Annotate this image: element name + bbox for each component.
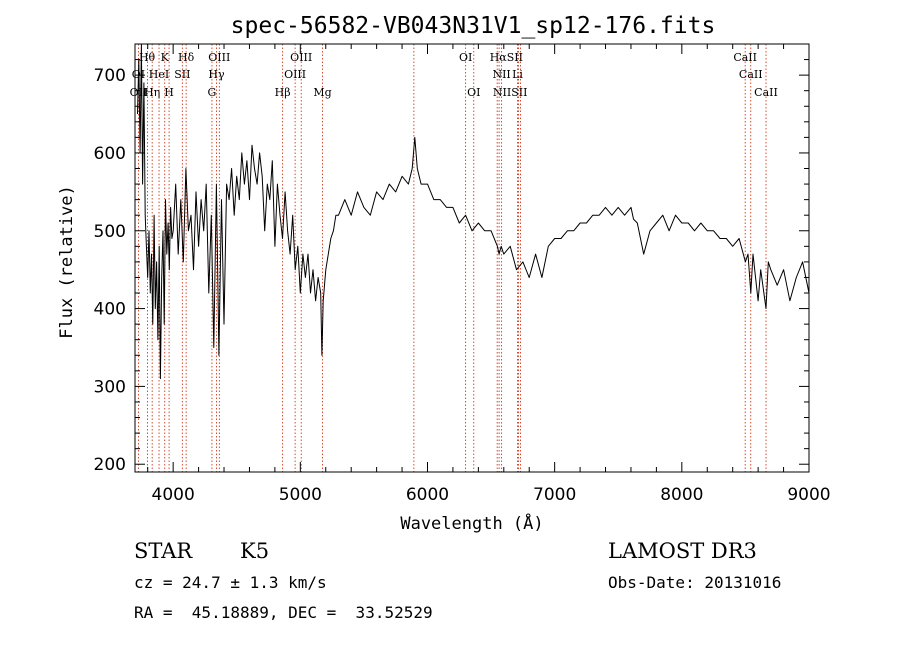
survey-name: LAMOST DR3 [608, 539, 757, 563]
spectrum-line-0 [137, 43, 810, 380]
chart-title: spec-56582-VB043N31V1_sp12-176.fits [231, 13, 716, 39]
x-tick-label-9000: 9000 [787, 485, 830, 505]
y-axis: 200 300 400 500 600 700 [94, 59, 809, 475]
object-class: STAR [134, 539, 193, 563]
marker-label-22: OI [467, 86, 480, 99]
marker-label-20: Hβ [275, 86, 291, 99]
marker-label-12: OIII [284, 68, 306, 81]
line-marker-labels: Hθ K Hδ OIII OIII OI HαSII CaII OI HeI SII Hγ OIII NI… [130, 51, 778, 99]
marker-label-15: CaII [739, 68, 763, 81]
marker-label-21: Mg [313, 86, 331, 99]
x-tick-label-8000: 8000 [660, 485, 703, 505]
y-tick-label-300: 300 [94, 377, 126, 397]
marker-label-13: NII [492, 68, 510, 81]
marker-label-4: OIII [290, 51, 312, 64]
x-tick-label-6000: 6000 [406, 485, 449, 505]
marker-label-6: HαSII [490, 51, 523, 64]
subclass: K5 [240, 539, 270, 563]
y-tick-label-500: 500 [94, 222, 126, 242]
marker-label-23: NIISII [493, 86, 528, 99]
marker-label-11: Hγ [208, 68, 225, 81]
coordinates: RA = 45.18889, DEC = 33.52529 [134, 603, 433, 622]
y-tick-label-400: 400 [94, 300, 126, 320]
marker-label-7: CaII [733, 51, 757, 64]
marker-label-2: Hδ [178, 51, 195, 64]
x-axis-label: Wavelength (Å) [400, 512, 543, 534]
marker-label-0: Hθ [139, 51, 156, 64]
x-axis: 4000 5000 6000 7000 8000 9000 [147, 44, 831, 505]
marker-label-1: K [161, 51, 170, 64]
marker-label-19: G [208, 86, 217, 99]
x-tick-label-4000: 4000 [152, 485, 195, 505]
obs-date: Obs-Date: 20131016 [608, 573, 782, 592]
marker-label-3: OIII [208, 51, 230, 64]
x-tick-label-5000: 5000 [279, 485, 322, 505]
velocity: cz = 24.7 ± 1.3 km/s [134, 573, 327, 592]
y-tick-label-700: 700 [94, 66, 126, 86]
marker-label-5: OI [459, 51, 472, 64]
marker-label-14: Li [512, 68, 523, 81]
marker-label-18: H [164, 86, 174, 99]
y-tick-label-600: 600 [94, 144, 126, 164]
marker-label-9: HeI [149, 68, 169, 81]
x-tick-label-7000: 7000 [533, 485, 576, 505]
marker-label-10: SII [174, 68, 190, 81]
plot-frame [134, 43, 810, 473]
y-axis-label: Flux (relative) [57, 185, 77, 339]
series-group [137, 43, 810, 380]
marker-label-17: Hη [144, 86, 160, 99]
marker-label-24: CaII [754, 86, 778, 99]
line-markers [138, 44, 767, 472]
y-tick-label-200: 200 [94, 455, 126, 475]
